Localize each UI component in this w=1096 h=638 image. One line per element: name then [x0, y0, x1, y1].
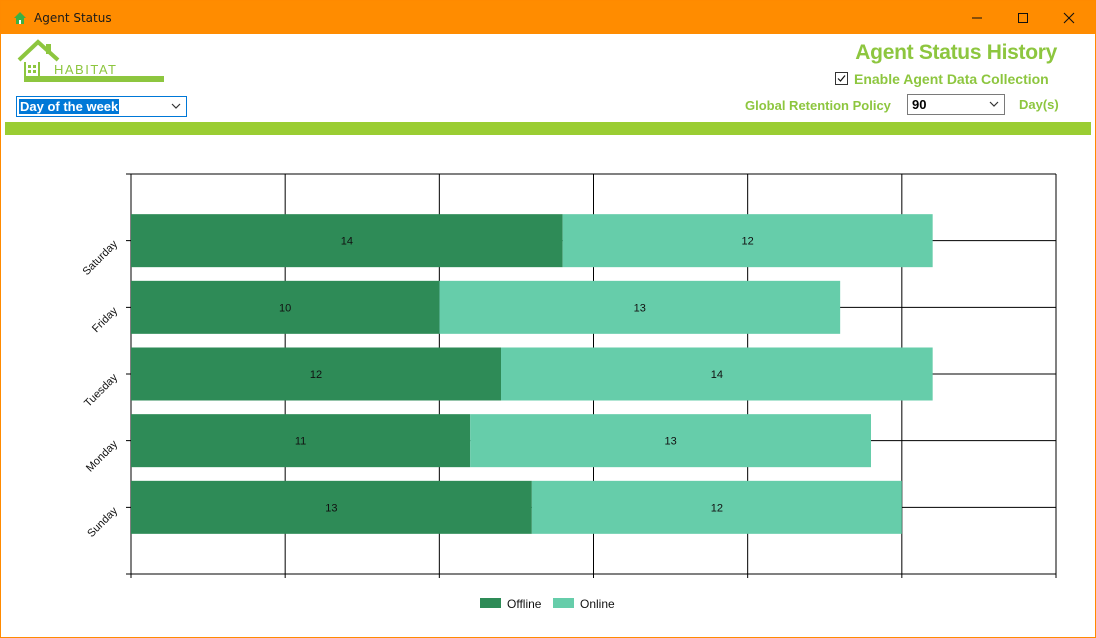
data-label: 14 — [711, 369, 723, 381]
category-tick-label: Tuesday — [82, 371, 120, 409]
bar-online — [501, 347, 933, 401]
chevron-down-icon — [989, 101, 999, 107]
data-label: 13 — [634, 302, 646, 314]
bar-offline — [131, 414, 471, 468]
maximize-button[interactable] — [1000, 1, 1046, 34]
bar-offline — [131, 214, 563, 268]
retention-unit-label: Day(s) — [1019, 97, 1059, 112]
legend-label-offline: Offline — [507, 597, 542, 611]
window-title: Agent Status — [34, 11, 112, 25]
retention-value: 90 — [912, 97, 927, 112]
category-tick-label: Friday — [90, 305, 120, 335]
close-button[interactable] — [1046, 1, 1092, 34]
page-title: Agent Status History — [855, 41, 1057, 64]
period-dropdown[interactable]: Day of the week — [16, 96, 187, 117]
data-label: 12 — [742, 236, 754, 248]
data-label: 10 — [279, 302, 291, 314]
data-label: 12 — [711, 502, 723, 514]
retention-label: Global Retention Policy — [745, 98, 891, 113]
bar-online — [439, 280, 841, 334]
data-label: 13 — [664, 436, 676, 448]
category-tick-label: Saturday — [81, 238, 121, 278]
minimize-icon — [972, 17, 982, 18]
legend-swatch-online — [553, 598, 574, 608]
data-label: 14 — [341, 236, 353, 248]
header-divider — [5, 122, 1091, 135]
bar-online — [531, 480, 902, 534]
legend-label-online: Online — [580, 597, 615, 611]
bar-online — [562, 214, 933, 268]
retention-dropdown[interactable]: 90 — [907, 94, 1005, 115]
bar-online — [470, 414, 871, 468]
bar-offline — [131, 280, 440, 334]
bar-offline — [131, 480, 532, 534]
house-icon — [14, 12, 26, 24]
habitat-logo: HABITAT — [17, 39, 164, 82]
close-icon — [1063, 12, 1075, 23]
bar-offline — [131, 347, 501, 401]
checkmark-icon — [837, 75, 846, 82]
period-value: Day of the week — [19, 99, 120, 114]
data-label: 11 — [295, 436, 306, 448]
category-tick-label: Sunday — [85, 505, 120, 540]
title-bar[interactable]: Agent Status — [1, 1, 1095, 34]
maximize-icon — [1018, 12, 1028, 23]
minimize-button[interactable] — [954, 1, 1000, 34]
legend-swatch-offline — [480, 598, 501, 608]
data-label: 12 — [310, 369, 322, 381]
chevron-down-icon — [171, 103, 181, 109]
data-label: 13 — [325, 502, 337, 514]
enable-collection-checkbox[interactable] — [835, 72, 848, 85]
enable-collection-label[interactable]: Enable Agent Data Collection — [854, 71, 1049, 87]
category-tick-label: Monday — [84, 438, 121, 475]
logo-text: HABITAT — [54, 62, 117, 77]
